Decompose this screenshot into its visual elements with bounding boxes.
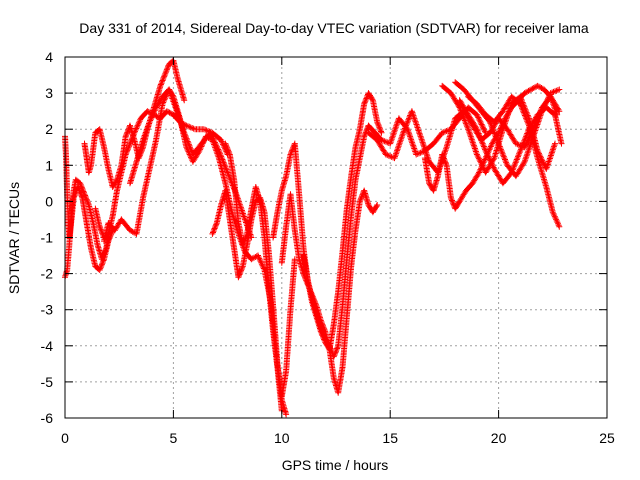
y-tick-label: -5 [41,374,54,390]
data-markers [222,140,298,400]
x-tick-label: 10 [274,430,290,446]
y-tick-label: 0 [45,193,53,209]
data-markers [92,108,231,241]
y-tick-label: -3 [41,302,54,318]
chart-title: Day 331 of 2014, Sidereal Day-to-day VTE… [79,20,589,36]
data-markers [127,86,285,414]
y-tick-label: 3 [45,85,53,101]
y-tick-label: -6 [41,410,54,426]
y-tick-label: -1 [41,230,54,246]
x-tick-label: 15 [382,430,398,446]
x-tick-label: 20 [491,430,507,446]
plot-area [62,57,565,418]
y-axis-label: SDTVAR / TECUs [6,182,22,294]
x-tick-label: 5 [170,430,178,446]
data-series-trace-17 [456,97,565,187]
y-tick-label: -2 [41,266,54,282]
data-series-trace-11 [300,104,489,360]
y-tick-label: 1 [45,157,53,173]
data-markers [421,82,561,212]
data-markers [465,93,563,230]
data-markers [278,187,381,396]
data-series-trace-16 [465,93,563,230]
x-tick-label: 25 [599,430,615,446]
data-series-trace-4 [92,108,231,241]
y-tick-label: 4 [45,49,53,65]
data-series-trace-10 [278,187,381,396]
data-series-trace-13 [421,82,561,212]
data-series-trace-6 [127,86,285,414]
x-axis-label: GPS time / hours [282,457,389,473]
y-tick-label: -4 [41,338,54,354]
data-series-trace-8 [222,140,298,400]
grid-lines [65,57,607,418]
y-tick-label: 2 [45,121,53,137]
data-markers [456,97,565,187]
data-markers [300,104,489,360]
axis-ticks: -6 -5 -4 -3 -2 -1 0 1 2 3 4 0 5 10 15 20 25 [41,49,615,446]
x-tick-label: 0 [61,430,69,446]
